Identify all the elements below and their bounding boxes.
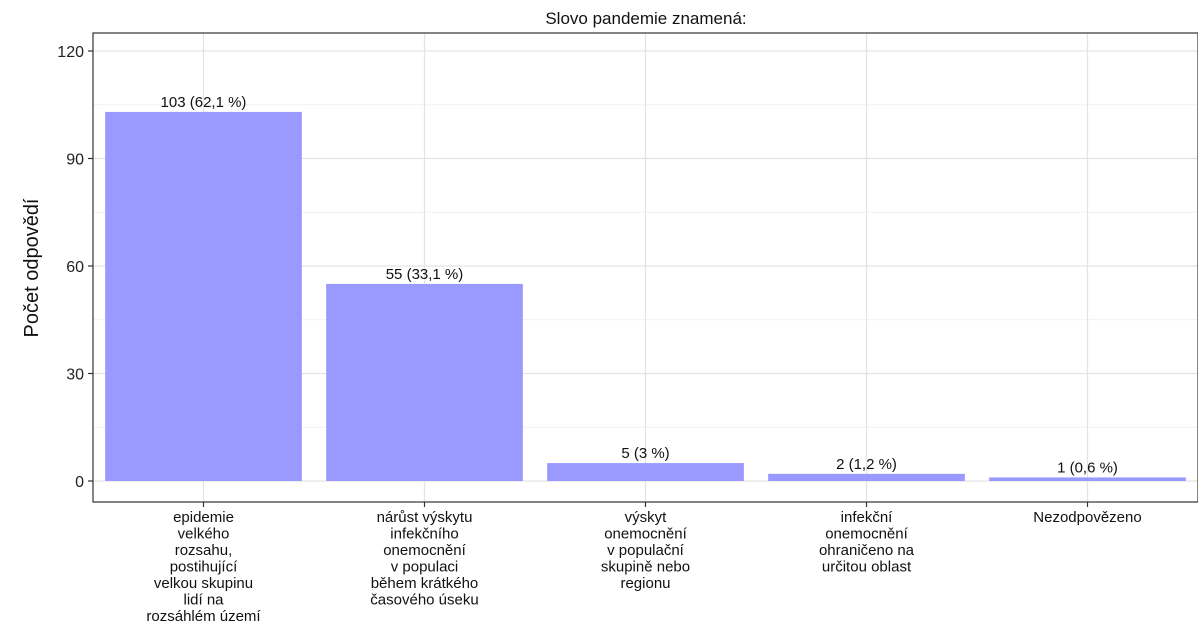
x-tick-label-line: postihující bbox=[170, 559, 238, 576]
x-tick-label-line: výskyt bbox=[625, 509, 668, 526]
data-label: 103 (62,1 %) bbox=[161, 94, 247, 111]
x-tick-label: infekční onemocnění ohraničeno na určitou o… bbox=[819, 509, 915, 576]
y-axis-ticks: 0 30 60 90 120 bbox=[57, 44, 93, 491]
data-label: 5 (3 %) bbox=[621, 445, 669, 462]
y-tick-label: 30 bbox=[66, 367, 84, 384]
x-tick-label-line: epidemie bbox=[173, 509, 234, 526]
x-tick-label-line: onemocnění bbox=[383, 542, 466, 559]
x-tick-label-line: ohraničeno na bbox=[819, 542, 915, 559]
x-tick-label-line: velkého bbox=[178, 526, 230, 543]
x-tick-label-line: regionu bbox=[620, 575, 670, 592]
x-tick-label-line: velkou skupinu bbox=[154, 575, 253, 592]
x-tick-label-line: během krátkého bbox=[371, 575, 479, 592]
x-tick-label-line: Nezodpovězeno bbox=[1033, 509, 1141, 526]
bar bbox=[105, 111, 302, 482]
bar bbox=[768, 473, 965, 481]
bars bbox=[105, 111, 1186, 482]
x-tick-label-line: lidí na bbox=[183, 592, 224, 609]
x-tick-label-line: v populační bbox=[607, 542, 685, 559]
x-axis-ticks: epidemie velkého rozsahu, postihující velkou… bbox=[146, 502, 1142, 623]
x-tick-label-line: nárůst výskytu bbox=[377, 509, 473, 526]
x-tick-label: Nezodpovězeno bbox=[1033, 509, 1141, 526]
x-tick-label-line: rozsáhlém území bbox=[146, 608, 261, 623]
data-labels: 103 (62,1 %) 55 (33,1 %) 5 (3 %) 2 (1,2 %) 1… bbox=[161, 94, 1118, 476]
x-tick-label-line: rozsahu, bbox=[175, 542, 233, 559]
x-tick-label-line: infekčního bbox=[390, 526, 458, 543]
x-tick-label-line: skupině nebo bbox=[601, 559, 690, 576]
data-label: 55 (33,1 %) bbox=[386, 266, 464, 283]
y-tick-label: 60 bbox=[66, 259, 84, 276]
data-label: 1 (0,6 %) bbox=[1057, 459, 1118, 476]
x-tick-label-line: onemocnění bbox=[825, 526, 908, 543]
bar bbox=[989, 477, 1186, 481]
bar bbox=[326, 283, 523, 481]
x-tick-label-line: určitou oblast bbox=[822, 559, 912, 576]
data-label: 2 (1,2 %) bbox=[836, 456, 897, 473]
y-tick-label: 0 bbox=[75, 474, 84, 491]
y-axis-label: Počet odpovědí bbox=[21, 198, 43, 337]
x-tick-label-line: onemocnění bbox=[604, 526, 687, 543]
x-tick-label: výskyt onemocnění v populační skupině nebo r… bbox=[601, 509, 690, 592]
bar bbox=[547, 463, 744, 481]
x-tick-label: epidemie velkého rozsahu, postihující velkou… bbox=[146, 509, 261, 623]
x-tick-label-line: v populaci bbox=[391, 559, 459, 576]
x-tick-label: nárůst výskytu infekčního onemocnění v popu… bbox=[370, 509, 478, 609]
y-tick-label: 90 bbox=[66, 152, 84, 169]
chart-title: Slovo pandemie znamená: bbox=[545, 9, 746, 28]
y-tick-label: 120 bbox=[57, 44, 84, 61]
x-tick-label-line: infekční bbox=[841, 509, 894, 526]
x-tick-label-line: časového úseku bbox=[370, 592, 478, 609]
